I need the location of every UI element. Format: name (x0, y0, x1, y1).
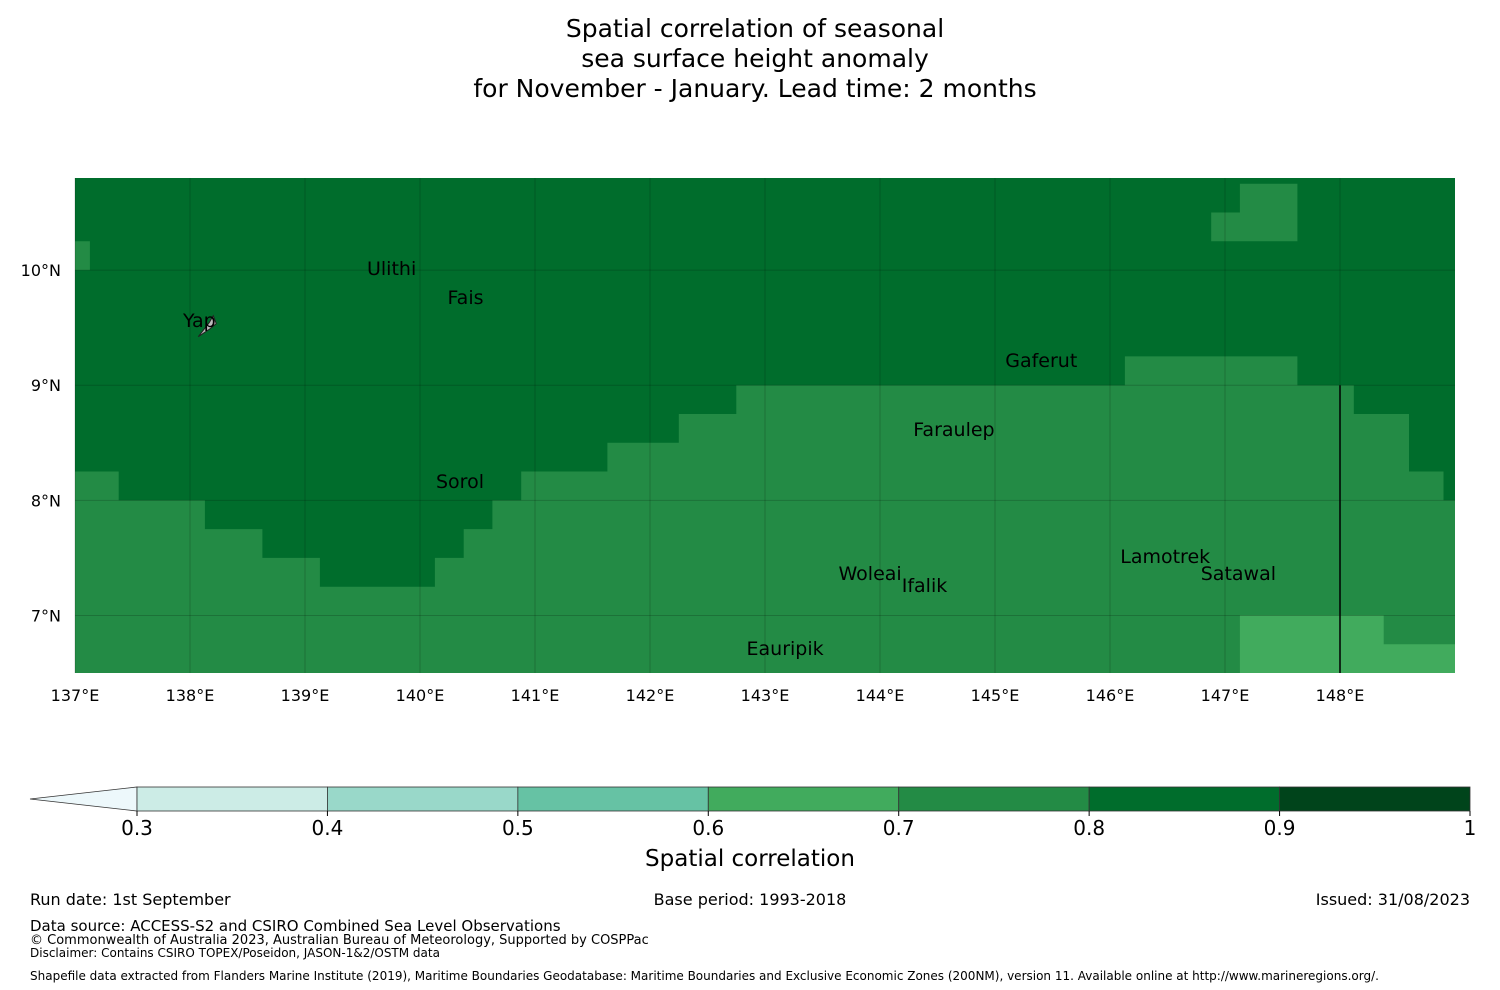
colorbar-bin-0.4 (327, 786, 519, 812)
colorbar-bin-0.7 (898, 786, 1090, 812)
place-label-ulithi: Ulithi (367, 258, 417, 281)
colorbar: 0.3 0.4 0.5 0.6 0.7 0.8 0.9 1 (29, 786, 1477, 840)
place-label-gaferut: Gaferut (1005, 350, 1078, 373)
lon-tick-label: 145°E (971, 686, 1020, 705)
place-label-faraulep: Faraulep (913, 419, 995, 442)
copyright-notice: © Commonwealth of Australia 2023, Austra… (30, 933, 649, 948)
lon-tick-label: 146°E (1086, 686, 1135, 705)
region-0.8-0.9-0 (75, 178, 1455, 587)
shapefile-credit: Shapefile data extracted from Flanders M… (30, 969, 1379, 983)
issued-date: Issued: 31/08/2023 (1315, 890, 1470, 909)
colorbar-under-arrow (29, 786, 138, 812)
lon-tick-label: 142°E (626, 686, 675, 705)
title-line-1: Spatial correlation of seasonal (565, 14, 945, 43)
lon-tick-label: 148°E (1316, 686, 1365, 705)
lon-tick-label: 137°E (51, 686, 100, 705)
region-0.7-0.8-1 (1211, 183, 1298, 242)
colorbar-tick-label: 0.4 (312, 816, 344, 840)
place-label-satawal: Satawal (1200, 563, 1277, 586)
colorbar-tick-label: 0.7 (883, 816, 915, 840)
lon-tick-label: 141°E (511, 686, 560, 705)
lon-tick-label: 147°E (1201, 686, 1250, 705)
lat-tick-label: 10°N (21, 261, 61, 280)
correlation-regions (75, 178, 1455, 673)
lon-tick-label: 138°E (166, 686, 215, 705)
colorbar-bin-0.8 (1088, 786, 1280, 812)
yap-island-shape (197, 314, 217, 338)
title-line-3: for November - January. Lead time: 2 mon… (473, 74, 1037, 103)
colorbar-tick-label: 0.6 (692, 816, 724, 840)
data-source: Data source: ACCESS-S2 and CSIRO Combine… (30, 917, 561, 935)
colorbar-bin-0.6 (707, 786, 900, 812)
place-label-sorol: Sorol (436, 471, 484, 494)
colorbar-tick-label: 0.5 (502, 816, 534, 840)
axis-tick-labels: 137°E 138°E 139°E 140°E 141°E 142°E 143°E 144°E… (21, 261, 1365, 705)
run-date: Run date: 1st September (30, 890, 231, 909)
colorbar-label: Spatial correlation (645, 846, 855, 872)
place-label-lamotrek: Lamotrek (1120, 545, 1211, 568)
place-label-woleai: Woleai (838, 563, 902, 586)
region-0.7-0.8-2 (75, 241, 90, 271)
lat-tick-label: 9°N (31, 376, 61, 395)
yap-landmass (197, 314, 217, 338)
colorbar-bin-0.5 (517, 786, 709, 812)
lon-tick-label: 140°E (396, 686, 445, 705)
title-line-2: sea surface height anomaly (581, 44, 929, 73)
place-label-yap: Yap (183, 309, 216, 332)
lon-tick-label: 144°E (856, 686, 905, 705)
colorbar-tick-label: 0.8 (1073, 816, 1105, 840)
colorbar-tick-label: 0.3 (121, 816, 153, 840)
place-label-eauripik: Eauripik (746, 637, 824, 660)
disclaimer: Disclaimer: Contains CSIRO TOPEX/Poseido… (30, 946, 440, 960)
graticule (74, 178, 1455, 673)
lat-tick-label: 7°N (31, 606, 61, 625)
lon-tick-label: 143°E (741, 686, 790, 705)
colorbar-bin-0.3 (136, 786, 328, 812)
lat-tick-label: 8°N (31, 491, 61, 510)
lon-tick-label: 139°E (281, 686, 330, 705)
region-0.6-0.7-3 (1239, 615, 1455, 673)
base-period: Base period: 1993-2018 (653, 890, 847, 909)
place-label-fais: Fais (447, 286, 484, 309)
place-label-ifalik: Ifalik (901, 574, 948, 597)
colorbar-tick-label: 0.9 (1264, 816, 1296, 840)
colorbar-bin-0.9 (1279, 786, 1471, 812)
chart-title: Spatial correlation of seasonal sea surf… (0, 14, 1500, 104)
colorbar-tick-label: 1 (1464, 816, 1477, 840)
